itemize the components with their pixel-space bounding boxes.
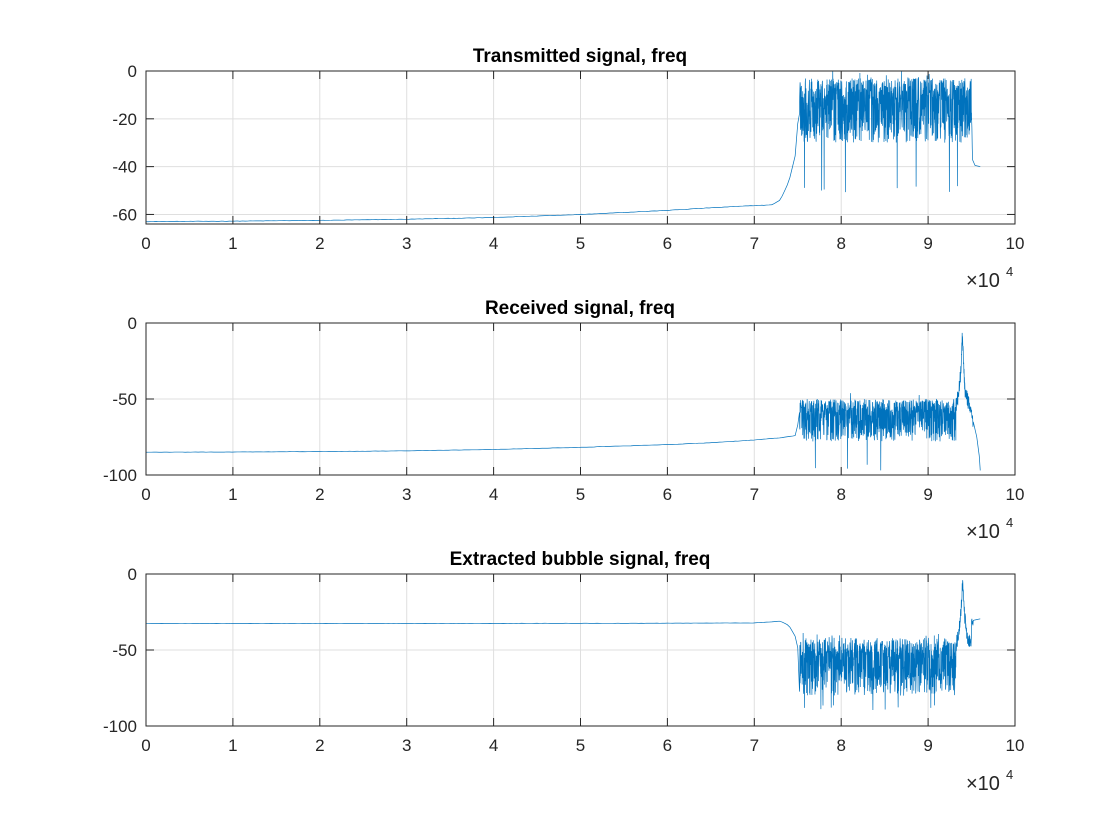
data-series <box>145 332 981 471</box>
exponent-base: ×10 <box>966 773 1000 795</box>
y-tick-label: -100 <box>103 717 137 736</box>
x-tick-label: 1 <box>228 485 237 504</box>
x-tick-label: 1 <box>228 234 237 253</box>
x-tick-label: 4 <box>489 485 498 504</box>
subplot-received: Received signal, freq 0 1 2 3 4 5 6 7 8 9 10 0 -50 -1… <box>103 298 1024 543</box>
x-tick-label: 0 <box>141 234 150 253</box>
grid <box>145 322 1016 476</box>
x-tick-label: 1 <box>228 736 237 755</box>
x-tick-label: 4 <box>489 736 498 755</box>
x-tick-label: 9 <box>923 736 932 755</box>
x-tick-label: 0 <box>141 736 150 755</box>
y-tick-label: 0 <box>128 62 137 81</box>
axes: 0 1 2 3 4 5 6 7 8 9 10 0 -50 -100 <box>103 314 1024 504</box>
x-tick-label: 9 <box>923 485 932 504</box>
x-tick-label: 2 <box>315 736 324 755</box>
y-tick-label: -20 <box>112 110 137 129</box>
subplot-transmitted: Transmitted signal, freq 0 1 2 3 4 5 6 7 8 9 10 0 -2… <box>112 46 1024 292</box>
y-tick-label: 0 <box>128 565 137 584</box>
subplot-extracted: Extracted bubble signal, freq 0 1 2 3 4 5 6 7 8 9… <box>103 549 1024 795</box>
x-exponent-label: ×10 4 <box>966 515 1013 543</box>
x-tick-label: 5 <box>576 736 585 755</box>
x-tick-label: 6 <box>663 736 672 755</box>
x-tick-label: 5 <box>576 485 585 504</box>
series-line <box>145 70 981 223</box>
x-tick-label: 0 <box>141 485 150 504</box>
subplot-title: Received signal, freq <box>485 298 675 319</box>
x-tick-label: 5 <box>576 234 585 253</box>
x-tick-label: 7 <box>750 485 759 504</box>
x-exponent-label: ×10 4 <box>966 264 1013 292</box>
x-tick-label: 10 <box>1006 736 1025 755</box>
data-series <box>145 580 981 710</box>
x-tick-label: 8 <box>836 234 845 253</box>
exponent-power: 4 <box>1006 264 1013 279</box>
x-tick-label: 3 <box>402 485 411 504</box>
y-tick-label: -50 <box>112 390 137 409</box>
x-tick-label: 4 <box>489 234 498 253</box>
y-tick-label: -40 <box>112 158 137 177</box>
x-tick-label: 2 <box>315 234 324 253</box>
x-tick-label: 2 <box>315 485 324 504</box>
x-tick-label: 7 <box>750 234 759 253</box>
x-tick-label: 9 <box>923 234 932 253</box>
y-tick-label: -100 <box>103 466 137 485</box>
x-tick-label: 3 <box>402 736 411 755</box>
axes: 0 1 2 3 4 5 6 7 8 9 10 0 -20 -40 -60 <box>112 62 1024 253</box>
exponent-power: 4 <box>1006 515 1013 530</box>
y-tick-label: -60 <box>112 205 137 224</box>
exponent-base: ×10 <box>966 521 1000 543</box>
x-tick-label: 6 <box>663 485 672 504</box>
data-series <box>145 70 981 223</box>
y-tick-label: -50 <box>112 641 137 660</box>
y-tick-label: 0 <box>128 314 137 333</box>
x-tick-label: 8 <box>836 485 845 504</box>
exponent-base: ×10 <box>966 270 1000 292</box>
subplot-title: Extracted bubble signal, freq <box>450 549 711 570</box>
x-exponent-label: ×10 4 <box>966 767 1013 795</box>
x-tick-label: 8 <box>836 736 845 755</box>
x-tick-label: 10 <box>1006 485 1025 504</box>
subplot-title: Transmitted signal, freq <box>473 46 687 67</box>
exponent-power: 4 <box>1006 767 1013 782</box>
x-tick-label: 3 <box>402 234 411 253</box>
x-tick-label: 6 <box>663 234 672 253</box>
x-tick-label: 10 <box>1006 234 1025 253</box>
series-line <box>145 332 981 471</box>
axes: 0 1 2 3 4 5 6 7 8 9 10 0 -50 -100 <box>103 565 1024 755</box>
series-line <box>145 580 981 710</box>
x-tick-label: 7 <box>750 736 759 755</box>
